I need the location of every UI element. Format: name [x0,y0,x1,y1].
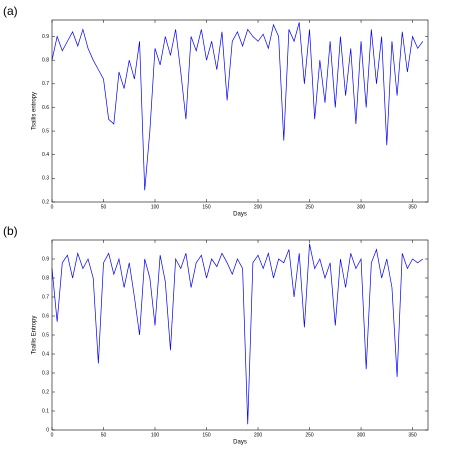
x-tick-label: 0 [51,432,54,438]
y-tick-label: 0.8 [42,275,49,281]
y-tick-label: 0.4 [42,351,49,357]
y-tick-label: 0.3 [42,370,49,376]
x-tick-label: 150 [202,204,211,210]
y-tick-label: 0.1 [42,408,49,414]
y-axis-label: Tsallis Entropy [32,316,38,355]
x-tick-label: 0 [51,204,54,210]
y-tick-label: 0.8 [42,58,49,64]
x-tick-label: 300 [357,204,366,210]
panel-label: (a) [3,4,18,18]
y-tick-label: 0.7 [42,81,49,87]
data-line [51,243,424,425]
y-tick-label: 0.7 [42,294,49,300]
y-tick-label: 0.9 [42,34,49,40]
y-tick-label: 0.9 [42,256,49,262]
x-tick-label: 250 [305,432,314,438]
y-tick-label: 0.2 [42,389,49,395]
y-tick-label: 0.5 [42,128,49,134]
y-tick-label: 0.4 [42,152,49,158]
x-tick-label: 100 [151,432,160,438]
axes-frame [51,19,429,203]
panel-label: (b) [3,224,18,238]
x-tick-label: 250 [305,204,314,210]
y-axis-label: Tsallis entropy [32,92,38,130]
y-tick-label: 0.3 [42,176,49,182]
x-tick-label: 100 [151,204,160,210]
x-axis-label: Days [233,440,247,446]
x-tick-label: 150 [202,432,211,438]
data-line [51,22,424,191]
x-tick-label: 50 [101,432,107,438]
axes-frame [51,239,429,431]
x-axis-label: Days [233,212,247,218]
x-tick-label: 350 [408,204,417,210]
x-tick-label: 300 [357,432,366,438]
y-tick-label: 0 [46,427,49,433]
x-tick-label: 50 [101,204,107,210]
y-tick-label: 0.5 [42,332,49,338]
x-tick-label: 200 [254,204,263,210]
y-tick-label: 0.6 [42,105,49,111]
y-tick-label: 0.6 [42,313,49,319]
y-tick-label: 0.2 [42,199,49,205]
x-tick-label: 200 [254,432,263,438]
x-tick-label: 350 [408,432,417,438]
